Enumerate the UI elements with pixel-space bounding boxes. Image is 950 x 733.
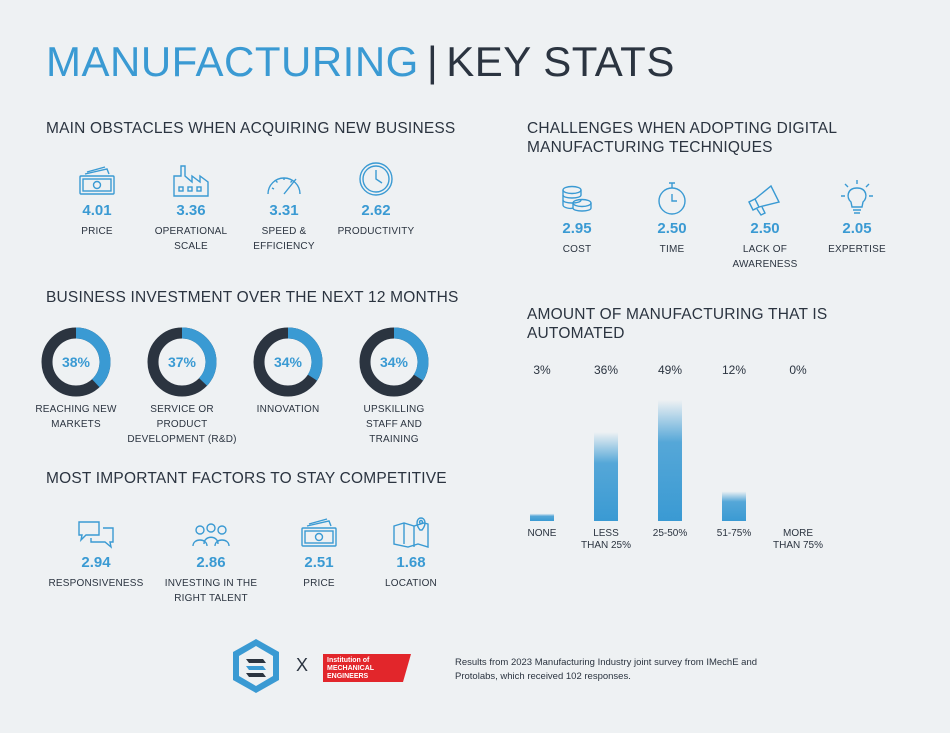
stat-label: PRICE bbox=[81, 226, 113, 237]
chat-icon bbox=[41, 510, 151, 550]
challenge-stat: 2.05 EXPERTISE bbox=[802, 176, 912, 257]
page-title: MANUFACTURING | KEY STATS bbox=[46, 38, 675, 86]
stat-label: EXPERTISE bbox=[828, 244, 886, 255]
stat-value: 2.95 bbox=[562, 220, 592, 237]
challenges-heading: CHALLENGES WHEN ADOPTING DIGITAL MANUFAC… bbox=[527, 120, 837, 156]
challenge-stat: 2.50 LACK OF AWARENESS bbox=[710, 176, 820, 272]
obstacle-stat: 4.01 PRICE bbox=[42, 158, 152, 239]
stat-value: 3.36 bbox=[176, 202, 206, 219]
factor-stat: 2.86 INVESTING IN THE RIGHT TALENT bbox=[156, 510, 266, 606]
investment-heading: BUSINESS INVESTMENT OVER THE NEXT 12 MON… bbox=[46, 289, 459, 306]
stat-value: 3.31 bbox=[269, 202, 299, 219]
donut-segment bbox=[147, 327, 217, 397]
stat-label: LACK OF AWARENESS bbox=[732, 244, 798, 270]
title-accent: MANUFACTURING bbox=[46, 38, 419, 85]
donut-label: UPSKILLING STAFF AND TRAINING bbox=[363, 404, 425, 445]
stat-value: 2.62 bbox=[361, 202, 391, 219]
bar-value-label: 49% bbox=[658, 363, 682, 377]
protolabs-logo bbox=[230, 637, 282, 700]
factor-stat: 2.94 RESPONSIVENESS bbox=[41, 510, 151, 591]
category-label: 51-75% bbox=[717, 528, 752, 539]
category-label: LESS THAN 25% bbox=[581, 528, 631, 551]
stat-label: INVESTING IN THE RIGHT TALENT bbox=[164, 578, 258, 604]
donut-segment bbox=[359, 327, 429, 397]
donut-segment bbox=[41, 327, 111, 397]
bar bbox=[658, 400, 682, 521]
title-separator: | bbox=[426, 38, 439, 85]
obstacle-stat: 3.31 SPEED & EFFICIENCY bbox=[229, 158, 339, 254]
donut-chart: 38% bbox=[41, 327, 111, 397]
stat-label: TIME bbox=[659, 244, 685, 255]
megaphone-icon bbox=[710, 176, 820, 216]
factors-heading: MOST IMPORTANT FACTORS TO STAY COMPETITI… bbox=[46, 470, 447, 487]
imeche-logo-text: Institution of MECHANICAL ENGINEERS bbox=[327, 657, 374, 680]
collab-x: X bbox=[296, 655, 309, 675]
donut-chart: 37% bbox=[147, 327, 217, 397]
stat-value: 2.86 bbox=[196, 554, 226, 571]
donut-value: 34% bbox=[380, 354, 409, 370]
donut-chart: 34% bbox=[253, 327, 323, 397]
stat-value: 2.05 bbox=[842, 220, 872, 237]
bar bbox=[594, 432, 618, 521]
donut-chart: 34% bbox=[359, 327, 429, 397]
money-icon bbox=[264, 510, 374, 550]
bar bbox=[530, 513, 554, 521]
challenge-stat: 2.95 COST bbox=[522, 176, 632, 257]
stat-value: 2.50 bbox=[657, 220, 687, 237]
investment-donut: 37% SERVICE OR PRODUCT DEVELOPMENT (R&D) bbox=[127, 326, 237, 447]
stat-value: 4.01 bbox=[82, 202, 112, 219]
bar-value-label: 3% bbox=[533, 363, 551, 377]
donut-label: REACHING NEW MARKETS bbox=[35, 404, 117, 430]
people-icon bbox=[156, 510, 266, 550]
bar-value-label: 0% bbox=[789, 363, 807, 377]
category-label: MORE THAN 75% bbox=[773, 528, 823, 551]
factory-icon bbox=[136, 158, 246, 198]
donut-segment bbox=[253, 327, 323, 397]
stat-value: 2.94 bbox=[81, 554, 111, 571]
money-icon bbox=[42, 158, 152, 198]
bar-value-label: 12% bbox=[722, 363, 746, 377]
stat-label: PRICE bbox=[303, 578, 335, 589]
stat-label: OPERATIONAL SCALE bbox=[154, 226, 228, 252]
factor-stat: 1.68 LOCATION bbox=[356, 510, 466, 591]
title-rest: KEY STATS bbox=[446, 38, 675, 85]
stat-label: SPEED & EFFICIENCY bbox=[253, 226, 315, 252]
map-icon bbox=[356, 510, 466, 550]
stat-value: 1.68 bbox=[396, 554, 426, 571]
category-label: NONE bbox=[528, 528, 557, 539]
donut-value: 38% bbox=[62, 354, 91, 370]
speedometer-icon bbox=[229, 158, 339, 198]
stat-value: 2.51 bbox=[304, 554, 334, 571]
donut-label: SERVICE OR PRODUCT DEVELOPMENT (R&D) bbox=[127, 404, 237, 445]
donut-value: 37% bbox=[168, 354, 197, 370]
lightbulb-icon bbox=[802, 176, 912, 216]
donut-value: 34% bbox=[274, 354, 303, 370]
imeche-logo: Institution of MECHANICAL ENGINEERS bbox=[323, 654, 411, 687]
obstacles-heading: MAIN OBSTACLES WHEN ACQUIRING NEW BUSINE… bbox=[46, 120, 456, 137]
challenge-stat: 2.50 TIME bbox=[617, 176, 727, 257]
factor-stat: 2.51 PRICE bbox=[264, 510, 374, 591]
bar bbox=[722, 491, 746, 521]
bar-value-label: 36% bbox=[594, 363, 618, 377]
obstacle-stat: 2.62 PRODUCTIVITY bbox=[321, 158, 431, 239]
chart-title: AMOUNT OF MANUFACTURING THAT IS AUTOMATE… bbox=[527, 306, 828, 342]
stat-value: 2.50 bbox=[750, 220, 780, 237]
stopwatch-icon bbox=[617, 176, 727, 216]
stat-label: LOCATION bbox=[385, 578, 437, 589]
stat-label: COST bbox=[562, 244, 592, 255]
stat-label: RESPONSIVENESS bbox=[48, 578, 144, 589]
obstacle-stat: 3.36 OPERATIONAL SCALE bbox=[136, 158, 246, 254]
investment-donut: 34% UPSKILLING STAFF AND TRAINING bbox=[339, 326, 449, 447]
donut-label: INNOVATION bbox=[256, 404, 320, 415]
clock-icon bbox=[321, 158, 431, 198]
category-label: 25-50% bbox=[653, 528, 688, 539]
footer-note: Results from 2023 Manufacturing Industry… bbox=[455, 657, 758, 682]
investment-donut: 38% REACHING NEW MARKETS bbox=[21, 326, 131, 432]
automation-bar-chart: 3% NONE 36% LESS THAN 25% 49% 25-50% 12% 51-75% 0… bbox=[528, 363, 824, 551]
investment-donut: 34% INNOVATION bbox=[233, 326, 343, 417]
stat-label: PRODUCTIVITY bbox=[337, 226, 415, 237]
coins-icon bbox=[522, 176, 632, 216]
